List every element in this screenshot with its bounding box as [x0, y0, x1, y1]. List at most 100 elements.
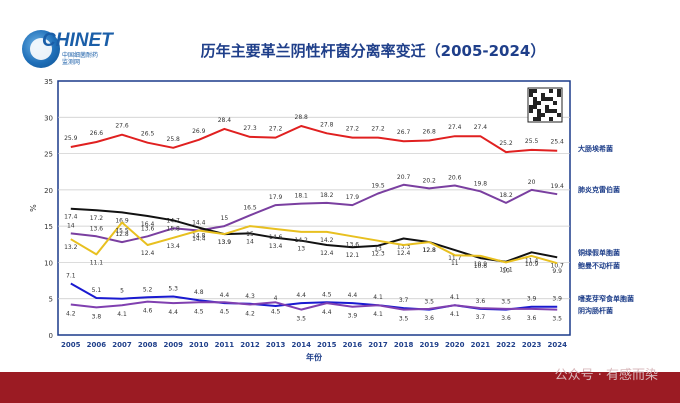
data-label: 17.9 [346, 194, 360, 201]
data-label: 14 [67, 222, 75, 229]
qr-cell [549, 109, 553, 113]
data-label: 5.2 [143, 286, 153, 293]
x-tick-label: 2012 [240, 341, 260, 349]
data-label: 19.8 [474, 180, 488, 187]
data-label: 12.8 [423, 247, 437, 254]
qr-cell [533, 117, 537, 121]
x-tick-label: 2009 [163, 341, 183, 349]
qr-cell [529, 93, 533, 97]
data-label: 9.9 [552, 268, 562, 275]
data-label: 4.4 [348, 292, 358, 299]
data-label: 5.3 [168, 286, 178, 293]
x-tick-label: 2005 [61, 341, 81, 349]
y-tick-label: 20 [44, 187, 53, 195]
data-label: 5.1 [92, 287, 102, 294]
x-tick-label: 2017 [368, 341, 388, 349]
data-label: 11.1 [90, 259, 104, 266]
data-label: 27.6 [115, 123, 129, 130]
data-label: 17.4 [64, 214, 78, 221]
data-label: 26.7 [397, 129, 411, 136]
data-label: 20.2 [423, 177, 437, 184]
data-label: 13.6 [141, 225, 155, 232]
data-label: 17.2 [90, 215, 104, 222]
data-label: 11.7 [448, 255, 462, 262]
data-label: 28.8 [295, 114, 309, 121]
header: CHINET 中国细菌耐药 监测网 历年主要革兰阴性杆菌分离率变迁（2005-2… [0, 0, 680, 72]
x-tick-label: 2010 [189, 341, 209, 349]
series-k-pneumoniae-line [70, 183, 558, 244]
series-a-baumannii-line [70, 221, 558, 265]
data-label: 7.1 [66, 272, 76, 279]
y-tick-label: 25 [44, 151, 53, 159]
y-tick-label: 5 [49, 296, 53, 304]
logo-sub-line1: 中国细菌耐药 [62, 52, 99, 59]
footer-bar [0, 372, 680, 403]
y-tick-label: 0 [49, 332, 53, 340]
data-label: 4.3 [245, 293, 255, 300]
data-label: 18.1 [295, 193, 309, 200]
qr-cell [545, 109, 549, 113]
qr-cell [537, 113, 541, 117]
x-tick-label: 2006 [87, 341, 107, 349]
x-tick-label: 2007 [112, 341, 132, 349]
data-label: 4.5 [322, 291, 332, 298]
data-label: 3.5 [552, 316, 562, 323]
y-tick-label: 35 [44, 78, 53, 86]
data-label: 3.9 [348, 313, 358, 320]
data-label: 4.5 [220, 308, 230, 315]
watermark: 公众号 · 有感而染 [554, 368, 658, 383]
data-label: 10.9 [525, 261, 539, 268]
data-label: 4.2 [245, 311, 255, 318]
y-tick-label: 30 [44, 114, 53, 122]
x-tick-label: 2024 [547, 341, 567, 349]
legend-e-coli: 大肠埃希菌 [578, 144, 613, 153]
data-label: 26.8 [423, 129, 437, 136]
data-label: 3.9 [552, 296, 562, 303]
data-label: 10.9 [474, 261, 488, 268]
data-label: 15.8 [167, 225, 181, 232]
data-label: 11 [451, 260, 459, 267]
data-label: 4.5 [271, 308, 281, 315]
data-label: 25.8 [167, 136, 181, 143]
data-label: 15 [221, 215, 229, 222]
qr-cell [529, 109, 533, 113]
legend-p-aeruginosa: 铜绿假单胞菌 [578, 248, 620, 257]
data-label: 16.4 [141, 221, 155, 228]
legend-k-pneumoniae: 肺炎克雷伯菌 [578, 185, 620, 194]
data-label: 13.3 [397, 243, 411, 250]
data-label: 4.1 [373, 311, 383, 318]
data-label: 3.5 [296, 316, 306, 323]
data-label: 11.4 [525, 257, 539, 264]
data-label: 26.6 [90, 130, 104, 137]
chart-title: 历年主要革兰阴性杆菌分离率变迁（2005-2024） [200, 42, 546, 60]
series-e-cloacae-line [70, 300, 558, 311]
data-label: 14.2 [295, 237, 309, 244]
data-label: 4.1 [117, 311, 127, 318]
data-label: 25.4 [551, 139, 565, 146]
legend-a-baumannii: 鲍曼不动杆菌 [578, 261, 620, 270]
data-label: 16.9 [115, 217, 129, 224]
data-label: 14.4 [192, 235, 206, 242]
data-label: 4.8 [194, 289, 204, 296]
series-e-coli-line [70, 125, 558, 154]
data-label: 13.9 [218, 239, 232, 246]
qr-cell [537, 117, 541, 121]
qr-cell [557, 89, 561, 93]
data-label: 20 [528, 179, 536, 186]
data-label: 3.9 [527, 296, 537, 303]
data-label: 14.4 [192, 219, 206, 226]
data-label: 18.2 [320, 192, 334, 199]
data-label: 20.6 [448, 175, 462, 182]
data-label: 20.7 [397, 174, 411, 181]
data-label: 13.4 [269, 243, 283, 250]
data-label: 18.2 [499, 192, 513, 199]
data-label: 13.9 [218, 239, 232, 246]
x-tick-label: 2016 [343, 341, 363, 349]
data-label: 4 [274, 295, 278, 302]
qr-cell [549, 89, 553, 93]
qr-cell [529, 89, 533, 93]
x-axis-label: 年份 [306, 352, 323, 362]
data-label: 3.6 [476, 298, 486, 305]
data-label: 13 [297, 246, 305, 253]
